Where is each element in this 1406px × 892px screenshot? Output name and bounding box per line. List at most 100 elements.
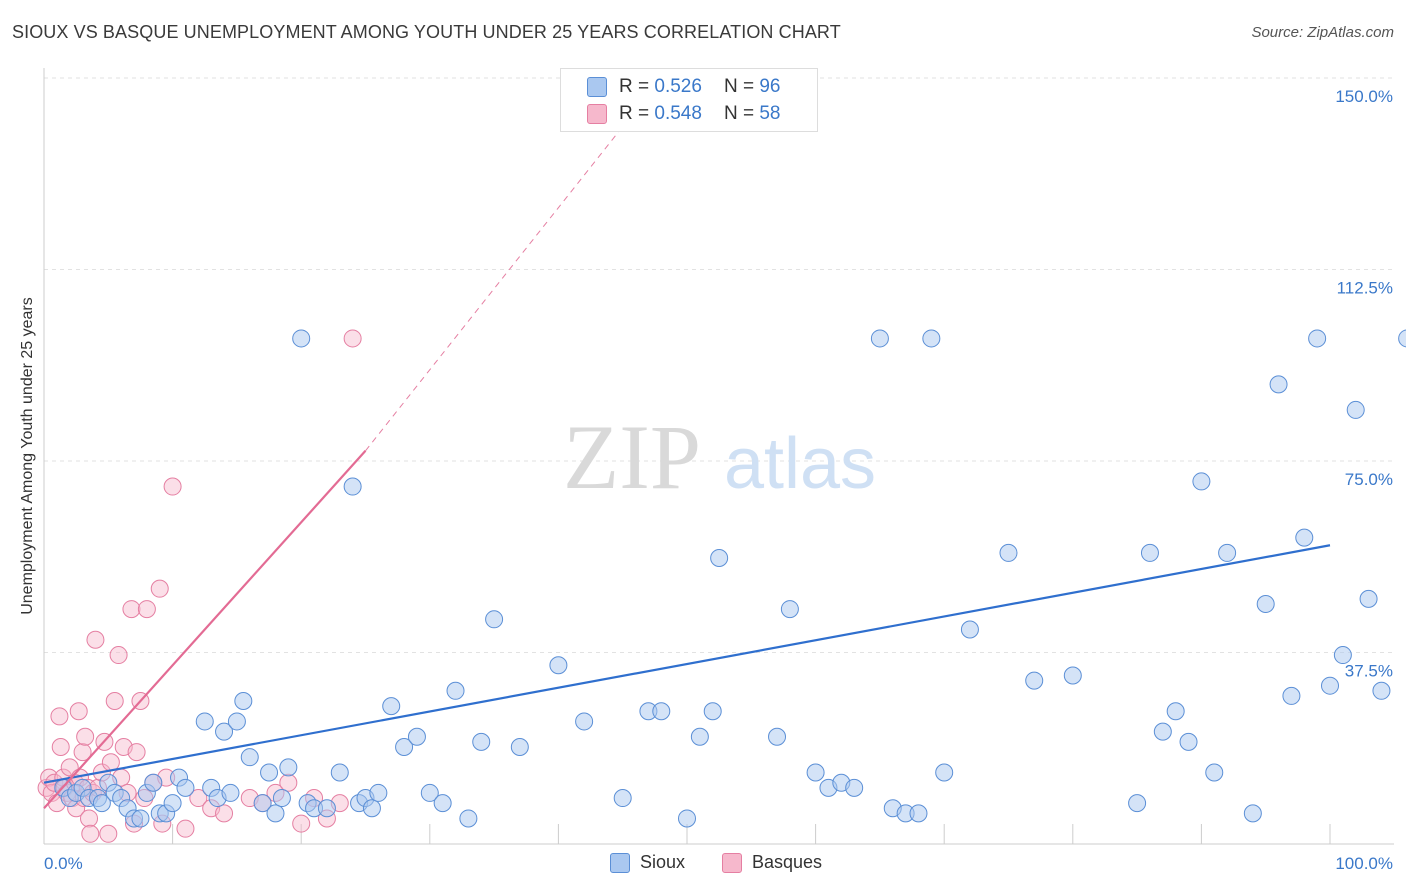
legend-row-basques: R = 0.548 N = 58	[587, 101, 780, 127]
sioux-point	[1282, 686, 1301, 705]
y-tick-label: 37.5%	[1345, 662, 1393, 681]
sioux-trend-line	[43, 544, 1331, 784]
sioux-point	[1321, 676, 1339, 695]
sioux-point	[678, 809, 696, 828]
sioux-point	[768, 727, 787, 746]
bottom-legend-swatch-basques	[722, 852, 742, 873]
sioux-point	[382, 697, 401, 716]
legend: R = 0.526 N = 96 R = 0.548 N = 58	[560, 68, 818, 132]
basque-point	[163, 477, 182, 496]
sioux-point	[485, 610, 504, 629]
sioux-point	[845, 778, 864, 797]
basque-point	[81, 824, 100, 843]
sioux-point	[253, 794, 272, 813]
sioux-point	[1179, 732, 1198, 751]
sioux-point	[446, 681, 465, 700]
sioux-point	[922, 329, 941, 348]
sioux-point	[549, 656, 568, 675]
sioux-point	[362, 799, 381, 818]
sioux-point	[420, 783, 439, 802]
trend-lines	[43, 77, 1331, 809]
legend-r-basques: 0.548	[654, 103, 702, 124]
sioux-point	[1308, 329, 1327, 348]
y-tick-label: 75.0%	[1345, 470, 1393, 489]
basque-point	[50, 707, 69, 726]
sioux-point	[703, 702, 722, 721]
basque-trend-line	[43, 450, 367, 809]
sioux-point	[227, 712, 246, 731]
basque-point	[137, 600, 156, 619]
basque-points	[37, 329, 362, 843]
basque-point	[99, 824, 118, 843]
sioux-point	[240, 748, 259, 767]
sioux-point	[1128, 794, 1147, 813]
sioux-point	[1218, 543, 1237, 562]
sioux-point	[144, 773, 163, 792]
sioux-point	[806, 763, 825, 782]
sioux-point	[510, 737, 529, 756]
sioux-point	[710, 549, 729, 568]
x-tick-label-max: 100.0%	[1335, 854, 1393, 873]
sioux-point	[459, 809, 478, 828]
basque-point	[122, 600, 141, 619]
sioux-point	[92, 794, 111, 813]
sioux-point	[260, 763, 279, 782]
basque-point	[150, 579, 169, 598]
sioux-point	[163, 794, 182, 813]
sioux-point	[1359, 589, 1378, 608]
sioux-point	[1153, 722, 1172, 741]
legend-r-label: R =	[619, 103, 650, 124]
sioux-point	[1346, 400, 1365, 419]
basque-trend-extension	[365, 77, 662, 452]
basque-point	[292, 814, 311, 833]
basque-point	[86, 630, 105, 649]
basque-point	[127, 743, 146, 762]
sioux-point	[652, 702, 671, 721]
sioux-point	[195, 712, 214, 731]
bottom-legend-label-sioux: Sioux	[640, 852, 686, 872]
sioux-point	[266, 804, 285, 823]
axes	[43, 68, 1394, 845]
sioux-point	[433, 794, 452, 813]
sioux-point	[343, 477, 362, 496]
sioux-point	[960, 620, 979, 639]
legend-r-sioux: 0.526	[654, 76, 702, 97]
sioux-point	[1398, 329, 1406, 348]
sioux-point	[1192, 472, 1211, 491]
basque-point	[189, 789, 208, 808]
sioux-point	[369, 783, 388, 802]
sioux-point	[1140, 543, 1159, 562]
sioux-point	[1025, 671, 1044, 690]
sioux-point	[690, 727, 709, 746]
sioux-point	[613, 789, 632, 808]
legend-n-label: N =	[723, 103, 755, 124]
sioux-point	[1333, 646, 1352, 665]
sioux-point	[234, 692, 253, 711]
sioux-point	[1269, 375, 1288, 394]
sioux-point	[395, 737, 414, 756]
bottom-legend-sioux: Sioux	[610, 852, 685, 873]
basque-point	[105, 692, 124, 711]
legend-n-sioux: 96	[759, 76, 781, 97]
tick-labels: 37.5% 75.0% 112.5% 150.0% 0.0% 100.0%	[44, 87, 1393, 873]
sioux-point	[1372, 681, 1391, 700]
sioux-point	[472, 732, 491, 751]
watermark: ZIP atlas	[563, 406, 876, 508]
sioux-point	[272, 789, 291, 808]
watermark-atlas: atlas	[724, 424, 876, 504]
basque-point	[279, 773, 298, 792]
bottom-legend: Sioux Basques	[0, 852, 1406, 876]
watermark-zip: ZIP	[563, 406, 701, 508]
basque-point	[69, 702, 88, 721]
sioux-point	[1243, 804, 1262, 823]
sioux-point	[1166, 702, 1185, 721]
legend-n-label: N =	[723, 76, 755, 97]
legend-swatch-basques	[587, 104, 607, 124]
sioux-point	[330, 763, 349, 782]
basque-point	[51, 737, 70, 756]
sioux-point	[780, 600, 799, 619]
legend-r-label: R =	[619, 76, 650, 97]
sioux-point	[215, 722, 234, 741]
sioux-point	[1295, 528, 1314, 547]
